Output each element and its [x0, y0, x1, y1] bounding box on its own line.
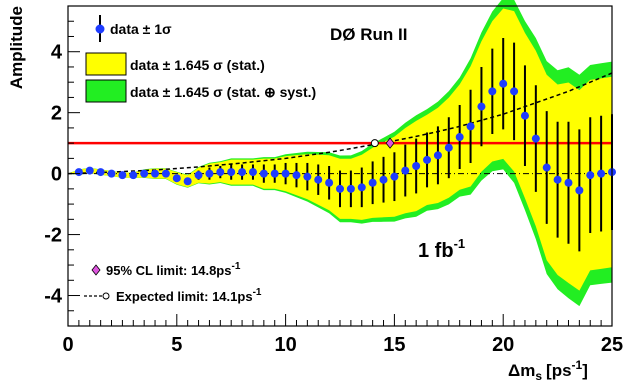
- legend-stat-band-swatch: [85, 52, 127, 76]
- legend-expected-marker: [102, 292, 110, 300]
- data-point: [140, 169, 149, 178]
- data-point: [575, 186, 584, 195]
- data-point: [238, 168, 247, 177]
- data-point: [564, 178, 573, 187]
- data-point: [216, 168, 225, 177]
- data-point: [248, 168, 257, 177]
- x-axis-ticks: 0 5 10 15 20 25: [62, 314, 623, 356]
- x-tick-label: 15: [383, 334, 405, 356]
- data-point: [444, 143, 453, 152]
- x-tick-label: 5: [171, 334, 182, 356]
- data-point: [74, 168, 83, 177]
- data-point: [281, 169, 290, 178]
- x-tick-label: 10: [274, 334, 296, 356]
- data-point: [107, 169, 116, 178]
- data-point: [412, 162, 421, 170]
- y-tick-label: 0: [51, 164, 62, 186]
- legend-cl-limit-label: 95% CL limit: 14.8ps-1: [106, 261, 241, 278]
- data-point: [368, 178, 377, 187]
- data-point: [597, 169, 606, 178]
- legend: data ± 1σ data ± 1.645 σ (stat.) data ± …: [84, 15, 316, 304]
- data-point: [270, 169, 279, 178]
- data-points: [74, 38, 616, 252]
- data-point: [172, 174, 181, 183]
- data-point: [161, 169, 170, 178]
- error-bands: [68, 0, 612, 307]
- data-point: [303, 172, 312, 181]
- y-tick-label: -4: [44, 286, 63, 308]
- data-point: [205, 169, 214, 178]
- data-point: [96, 168, 105, 177]
- data-point: [183, 177, 192, 186]
- x-tick-label: 0: [62, 334, 73, 356]
- luminosity-label: 1 fb-1: [418, 236, 465, 262]
- stat-band: [68, 8, 612, 291]
- data-point: [477, 102, 486, 111]
- data-point: [510, 87, 519, 96]
- data-point: [488, 87, 497, 96]
- data-point: [466, 122, 475, 131]
- data-point: [129, 171, 138, 180]
- data-point: [379, 175, 388, 184]
- y-tick-label: 2: [51, 103, 62, 125]
- legend-syst-band-label: data ± 1.645 σ (stat. ⊕ syst.): [130, 84, 316, 100]
- data-point: [423, 155, 432, 164]
- y-tick-label: -2: [44, 225, 62, 247]
- data-point: [455, 133, 464, 142]
- data-point: [118, 171, 127, 180]
- data-point: [542, 163, 551, 172]
- observed-limit-marker: [385, 137, 395, 149]
- legend-data-marker: [95, 24, 105, 34]
- y-tick-label: 4: [51, 42, 63, 64]
- x-axis-label: Δms [ps-1]: [508, 358, 588, 382]
- legend-syst-band-swatch: [85, 79, 127, 103]
- legend-expected-label: Expected limit: 14.1ps-1: [116, 287, 262, 304]
- x-tick-label: 25: [601, 334, 623, 356]
- data-point: [520, 111, 529, 120]
- legend-stat-band-label: data ± 1.645 σ (stat.): [130, 57, 265, 73]
- data-point: [390, 172, 399, 181]
- data-point: [194, 171, 203, 180]
- chart-title: DØ Run II: [330, 25, 407, 44]
- data-point: [531, 134, 540, 143]
- data-point: [346, 184, 355, 193]
- data-point: [401, 166, 410, 175]
- data-point: [292, 171, 301, 180]
- data-point: [325, 178, 334, 187]
- data-point: [259, 169, 268, 178]
- data-point: [357, 183, 366, 192]
- expected-limit-curve: [67, 72, 613, 175]
- data-point: [433, 151, 442, 160]
- expected-limit-marker: [370, 139, 379, 148]
- data-point: [499, 79, 508, 88]
- data-point: [336, 184, 344, 193]
- data-point: [85, 166, 94, 175]
- y-axis-label: Amplitude: [7, 6, 26, 89]
- x-tick-label: 20: [492, 334, 514, 356]
- data-point: [586, 171, 595, 180]
- legend-cl-limit-marker: [91, 264, 101, 276]
- data-point: [314, 175, 323, 184]
- legend-data-label: data ± 1σ: [110, 21, 172, 37]
- data-point: [151, 169, 160, 178]
- data-point: [553, 175, 562, 184]
- y-axis-ticks: -4 -2 0 2 4: [44, 5, 80, 327]
- data-point: [227, 168, 236, 177]
